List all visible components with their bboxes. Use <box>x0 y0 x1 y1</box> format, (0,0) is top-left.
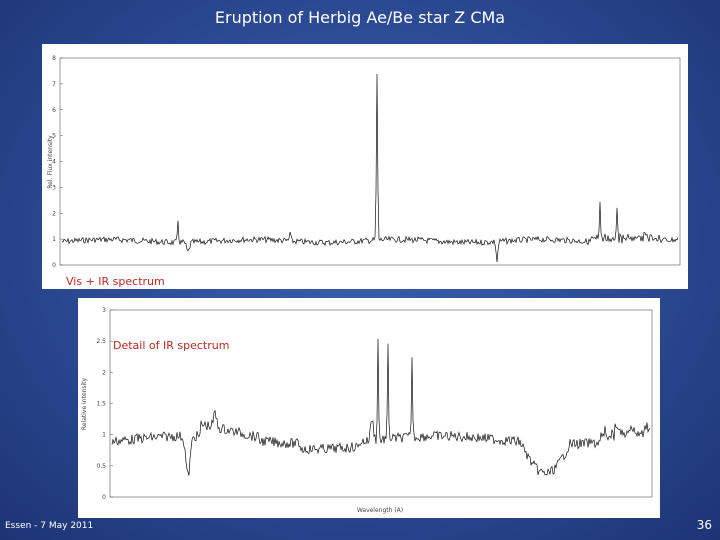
y-tick-label: 7 <box>52 81 56 88</box>
spectrum-trace <box>61 73 679 263</box>
figure-caption: Detail of IR spectrum <box>113 339 229 352</box>
y-tick-label: 1.5 <box>96 401 106 408</box>
y-tick-label: 3 <box>52 184 56 191</box>
y-tick-label: 0.5 <box>96 463 106 470</box>
y-tick-label: 6 <box>52 107 56 114</box>
spectrum-trace <box>111 338 651 476</box>
y-tick-label: 0 <box>52 262 56 269</box>
y-tick-label: 3 <box>102 307 106 314</box>
y-tick-label: 4 <box>52 159 56 166</box>
figure-frame <box>42 44 688 289</box>
figure-frame <box>78 298 660 518</box>
y-tick-label: 2 <box>52 210 56 217</box>
page-number: 36 <box>696 518 712 532</box>
y-tick-label: 5 <box>52 133 56 140</box>
y-tick-label: 1 <box>102 432 106 439</box>
footer: Essen - 7 May 2011 <box>5 521 94 531</box>
y-axis-label: Relative intensity <box>81 377 88 430</box>
figure-caption: Vis + IR spectrum <box>66 275 165 288</box>
y-tick-label: 0 <box>102 494 106 501</box>
y-tick-label: 8 <box>52 55 56 62</box>
slide-title: Eruption of Herbig Ae/Be star Z CMa <box>214 8 506 27</box>
x-axis-label: Wavelength (A) <box>357 507 403 514</box>
y-axis-label: Rel. Flux intensity <box>47 135 54 189</box>
y-tick-label: 2.5 <box>96 338 106 345</box>
y-tick-label: 2 <box>102 369 106 376</box>
y-tick-label: 1 <box>52 236 56 243</box>
